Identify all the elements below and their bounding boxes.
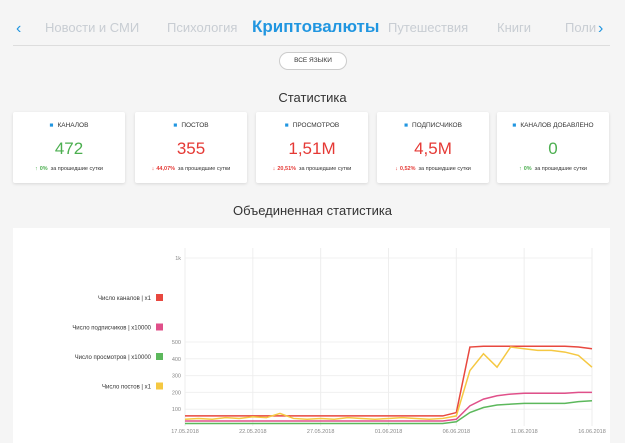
y-tick-label: 500: [172, 340, 181, 346]
legend-swatch: [156, 382, 163, 390]
card-label: ■ КАНАЛОВ ДОБАВЛЕНО: [497, 122, 609, 129]
series-line: [185, 400, 593, 425]
change-note: за прошедшие сутки: [299, 166, 352, 172]
card-value: 4,5M: [414, 139, 452, 158]
y-tick-label: 100: [172, 407, 181, 413]
series-line: [185, 391, 592, 422]
x-tick-label: 06.06.2018: [443, 429, 471, 435]
y-tick-label: 300: [172, 374, 181, 380]
card-label: ■ ПОДПИСЧИКОВ: [377, 122, 489, 129]
trend-arrow: ↑: [34, 166, 38, 172]
languages-button[interactable]: ВСЕ ЯЗЫКИ: [279, 52, 347, 70]
x-tick-label: 16.06.2018: [578, 429, 606, 435]
card-label-text: ПОДПИСЧИКОВ: [412, 122, 462, 129]
nav-tab[interactable]: Книги: [497, 20, 532, 35]
stats-title: Статистика: [278, 90, 347, 105]
change-value: 20,51%: [277, 166, 297, 172]
next-arrow[interactable]: ›: [598, 20, 604, 37]
legend-swatch: [156, 353, 163, 360]
nav-tab[interactable]: Криптовалюты: [252, 17, 380, 36]
nav-tab[interactable]: Психология: [167, 20, 238, 35]
card-value: 472: [54, 139, 84, 158]
trend-arrow: ↓: [151, 166, 155, 172]
x-tick-label: 27.05.2018: [307, 429, 335, 435]
chart: 100 200 300 400 500 1k 17.05.2018 22.05.2018 27.…: [13, 228, 610, 443]
card-change: ↑ 0% за прошедшие сутки: [13, 166, 125, 172]
nav-tab[interactable]: Поли: [565, 20, 597, 35]
card-label: ■ КАНАЛОВ: [13, 122, 125, 129]
card-icon: ■: [284, 122, 289, 129]
x-tick-label: 01.06.2018: [375, 429, 403, 435]
change-value: 0%: [39, 166, 48, 172]
change-value: 0%: [523, 166, 532, 172]
card-label-text: ПРОСМОТРОВ: [292, 122, 340, 129]
legend-label: Число просмотров | x10000: [75, 355, 152, 361]
series-line: [184, 346, 593, 421]
card-label: ■ ПРОСМОТРОВ: [256, 122, 368, 129]
stat-card: ■ КАНАЛОВ ДОБАВЛЕНО 0 ↑ 0% за прошедшие сутки: [497, 112, 609, 183]
stat-card: ■ КАНАЛОВ 472 ↑ 0% за прошедшие сутки: [13, 112, 125, 183]
card-change: ↓ 20,51% за прошедшие сутки: [256, 166, 368, 172]
y-tick-label: 1k: [175, 256, 181, 262]
change-value: 0,52%: [399, 166, 416, 172]
y-tick-label: 400: [172, 357, 181, 363]
trend-arrow: ↓: [272, 166, 276, 172]
y-tick-label: 200: [172, 390, 181, 396]
change-value: 44,07%: [156, 166, 176, 172]
stat-card: ■ ПРОСМОТРОВ 1,51M ↓ 20,51% за прошедшие сутк…: [256, 112, 368, 183]
card-value: 1,51M: [288, 139, 336, 158]
card-change: ↓ 0,52% за прошедшие сутки: [377, 166, 489, 172]
card-label-text: КАНАЛОВ: [57, 122, 89, 129]
x-tick-label: 17.05.2018: [171, 429, 199, 435]
stat-card: ■ ПОДПИСЧИКОВ 4,5M ↓ 0,52% за прошедшие сутки: [377, 112, 489, 183]
stat-card: ■ ПОСТОВ 355 ↓ 44,07% за прошедшие сутки: [135, 112, 247, 183]
nav-tab[interactable]: Путешествия: [388, 20, 469, 35]
trend-arrow: ↓: [395, 166, 398, 172]
card-icon: ■: [512, 122, 517, 129]
change-note: за прошедшие сутки: [50, 166, 104, 172]
x-tick-label: 11.06.2018: [511, 429, 538, 435]
divider: [13, 45, 610, 46]
nav-tab[interactable]: Новости и СМИ: [45, 20, 140, 35]
legend-swatch: [156, 294, 163, 301]
change-note: за прошедшие сутки: [534, 166, 588, 172]
card-change: ↑ 0% за прошедшие сутки: [497, 166, 609, 172]
card-value: 355: [176, 139, 206, 158]
change-note: за прошедшие сутки: [418, 166, 471, 172]
chart-title: Объединенная статистика: [232, 203, 393, 218]
prev-arrow[interactable]: ‹: [16, 20, 22, 37]
chart-panel: [13, 228, 610, 443]
card-icon: ■: [49, 122, 54, 129]
change-note: за прошедшие сутки: [178, 166, 231, 172]
legend-swatch: [156, 323, 163, 331]
series-line: [185, 345, 593, 417]
card-label: ■ ПОСТОВ: [135, 122, 247, 129]
card-label-text: КАНАЛОВ ДОБАВЛЕНО: [520, 122, 594, 129]
legend-label: Число каналов | x1: [98, 296, 152, 302]
trend-arrow: ↑: [518, 166, 522, 172]
legend-label: Число подписчиков | x10000: [72, 326, 151, 332]
x-tick-label: 22.05.2018: [239, 429, 267, 435]
card-icon: ■: [404, 122, 408, 129]
legend-label: Число постов | x1: [102, 385, 152, 391]
card-change: ↓ 44,07% за прошедшие сутки: [135, 166, 247, 172]
card-icon: ■: [173, 122, 178, 129]
card-label-text: ПОСТОВ: [181, 122, 209, 129]
card-value: 0: [548, 139, 558, 158]
